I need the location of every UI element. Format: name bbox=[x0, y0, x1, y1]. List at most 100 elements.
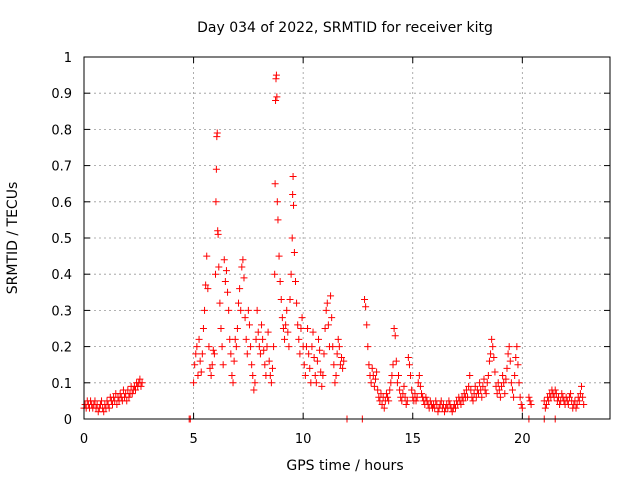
data-point bbox=[199, 325, 207, 332]
data-point bbox=[479, 382, 487, 390]
data-point bbox=[441, 408, 449, 416]
data-point bbox=[256, 350, 264, 358]
data-point bbox=[138, 379, 146, 387]
data-point bbox=[306, 364, 314, 372]
data-point bbox=[221, 277, 229, 285]
data-point bbox=[363, 321, 371, 329]
data-point bbox=[137, 382, 145, 390]
data-point bbox=[290, 248, 298, 256]
data-point bbox=[123, 397, 131, 405]
data-point bbox=[415, 372, 423, 380]
data-point bbox=[218, 343, 226, 351]
y-axis-title: SRMTID / TECUs bbox=[5, 182, 21, 295]
data-point bbox=[128, 390, 136, 398]
data-point bbox=[255, 343, 263, 351]
data-point bbox=[264, 328, 272, 336]
data-point bbox=[475, 390, 482, 398]
data-point bbox=[457, 401, 465, 409]
data-point bbox=[380, 404, 388, 412]
data-point bbox=[304, 325, 312, 332]
data-point bbox=[286, 296, 294, 304]
data-point bbox=[201, 306, 209, 314]
plot-frame bbox=[83, 56, 611, 420]
data-point bbox=[578, 382, 586, 390]
data-point bbox=[224, 288, 232, 296]
grid bbox=[84, 57, 610, 419]
y-tick-label: 0 bbox=[64, 413, 72, 428]
data-point bbox=[318, 382, 326, 390]
y-tick-label: 1 bbox=[64, 51, 72, 66]
data-point bbox=[281, 335, 289, 343]
data-point bbox=[322, 306, 330, 314]
data-point bbox=[400, 382, 408, 390]
data-point bbox=[258, 321, 266, 329]
data-point bbox=[271, 180, 279, 188]
data-point bbox=[338, 353, 346, 361]
data-point bbox=[445, 397, 453, 405]
data-point bbox=[526, 397, 534, 405]
data-point bbox=[385, 397, 393, 405]
data-point bbox=[244, 306, 252, 314]
data-point bbox=[330, 361, 338, 369]
data-point bbox=[276, 277, 284, 285]
data-point bbox=[248, 361, 256, 369]
data-point bbox=[498, 382, 506, 390]
data-point bbox=[451, 404, 459, 412]
data-point bbox=[387, 379, 395, 387]
data-point bbox=[542, 401, 550, 409]
data-point bbox=[499, 372, 507, 380]
data-point bbox=[515, 379, 523, 387]
data-point bbox=[291, 277, 299, 285]
data-point bbox=[91, 397, 99, 405]
data-point bbox=[490, 353, 498, 361]
data-point bbox=[407, 372, 415, 380]
data-point bbox=[416, 382, 424, 390]
x-tick-label: 10 bbox=[295, 432, 312, 447]
x-tick-label: 15 bbox=[404, 432, 421, 447]
data-point bbox=[502, 375, 510, 383]
data-point bbox=[504, 350, 512, 358]
data-point bbox=[401, 393, 409, 401]
data-point bbox=[373, 368, 381, 376]
data-point bbox=[298, 314, 306, 322]
data-point bbox=[231, 335, 239, 343]
y-tick-label: 0.4 bbox=[51, 268, 72, 283]
data-point bbox=[448, 408, 456, 416]
data-point bbox=[487, 350, 495, 358]
data-point bbox=[195, 335, 203, 343]
data-point bbox=[316, 346, 324, 354]
data-point bbox=[198, 350, 206, 358]
data-point bbox=[402, 401, 410, 409]
data-point bbox=[296, 350, 304, 358]
data-point bbox=[309, 328, 317, 336]
data-point bbox=[313, 357, 321, 365]
x-tick-label: 0 bbox=[80, 432, 88, 447]
data-point bbox=[132, 386, 140, 394]
data-point bbox=[576, 390, 584, 398]
data-point bbox=[320, 350, 328, 358]
data-point bbox=[395, 372, 403, 380]
data-point bbox=[235, 299, 243, 307]
data-point bbox=[404, 353, 412, 361]
y-tick-label: 0.3 bbox=[51, 304, 72, 319]
data-point bbox=[232, 343, 240, 351]
data-point bbox=[465, 382, 473, 390]
data-point bbox=[196, 357, 204, 365]
data-point bbox=[285, 343, 293, 351]
data-point bbox=[247, 343, 255, 351]
data-point bbox=[371, 375, 379, 383]
data-point bbox=[508, 386, 516, 394]
y-tick-label: 0.6 bbox=[51, 196, 72, 211]
data-point bbox=[408, 386, 416, 394]
y-tick-label: 0.7 bbox=[51, 160, 72, 175]
data-point bbox=[243, 350, 251, 358]
data-point bbox=[273, 198, 281, 206]
data-point bbox=[365, 361, 373, 369]
data-point bbox=[501, 390, 509, 398]
data-point bbox=[229, 379, 237, 387]
data-point bbox=[485, 357, 493, 365]
data-point bbox=[327, 292, 335, 300]
data-point bbox=[478, 393, 486, 401]
data-point bbox=[512, 353, 520, 361]
data-point bbox=[315, 335, 323, 343]
